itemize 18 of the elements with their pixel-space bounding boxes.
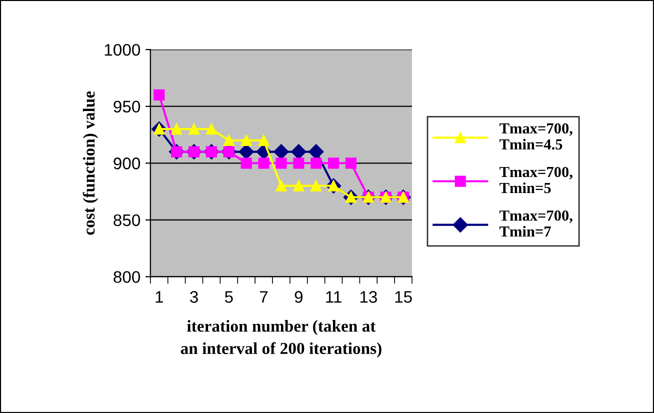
y-tick-label: 900: [114, 158, 140, 170]
legend-label: Tmax=700, Tmin=5: [500, 166, 572, 194]
y-axis-title: cost (function) value: [82, 91, 98, 235]
x-tick-label: 5: [224, 291, 233, 303]
y-tick-label: 1000: [104, 44, 140, 56]
x-tick-label: 1: [156, 291, 163, 303]
x-tick-label: 11: [326, 291, 342, 303]
x-tick-label: 15: [395, 291, 412, 303]
y-tick-label: 800: [114, 271, 140, 283]
x-tick-label: 13: [360, 291, 377, 303]
y-tick-label: 950: [114, 100, 140, 113]
x-axis-title: iteration number (taken at an interval of 200 iterations): [180, 320, 382, 358]
legend-label: Tmax=700, Tmin=7: [500, 210, 572, 237]
x-tick-label: 9: [294, 291, 303, 303]
legend-label: Tmax=700, Tmin=4.5: [500, 123, 572, 150]
x-tick-label: 3: [190, 291, 198, 303]
y-tick-label: 850: [114, 214, 140, 226]
x-tick-label: 7: [260, 291, 268, 303]
